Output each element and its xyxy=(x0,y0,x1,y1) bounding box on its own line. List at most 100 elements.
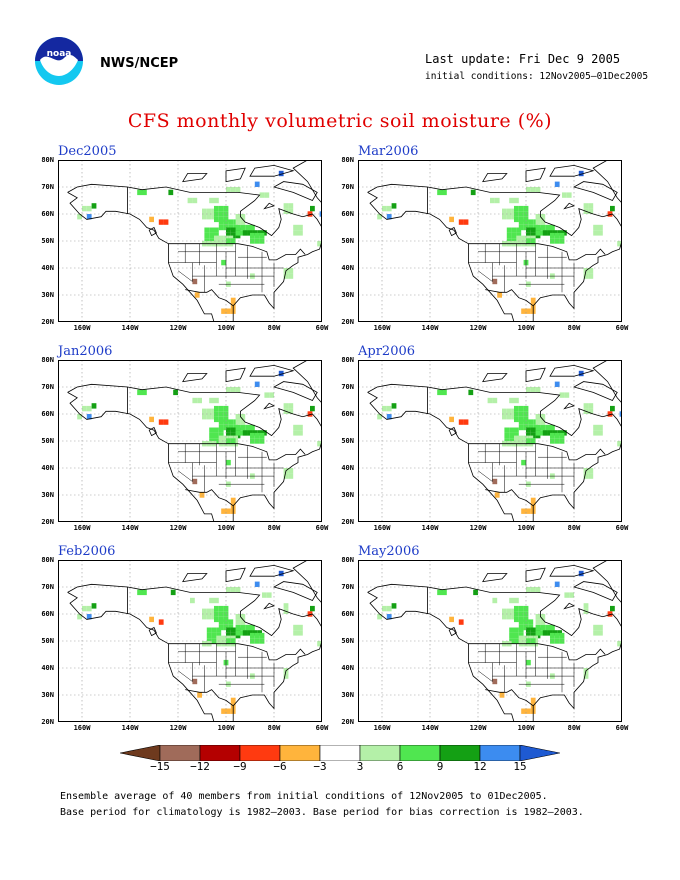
x-tick-label: 80W xyxy=(267,724,281,732)
y-tick-label: 50N xyxy=(341,237,354,245)
x-tick-label: 160W xyxy=(373,324,391,332)
x-tick-label: 80W xyxy=(267,324,281,332)
x-tick-label: 80W xyxy=(567,524,581,532)
colorbar-label: −12 xyxy=(190,760,210,773)
y-tick-label: 40N xyxy=(341,464,354,472)
x-tick-label: 140W xyxy=(121,524,139,532)
x-tick-label: 120W xyxy=(169,324,187,332)
colorbar-swatch xyxy=(239,745,281,761)
grid-lines xyxy=(58,160,322,322)
y-tick-label: 60N xyxy=(41,210,54,218)
footer-note-ensemble: Ensemble average of 40 members from init… xyxy=(60,791,548,802)
colorbar-swatch xyxy=(479,745,521,761)
colorbar-swatch xyxy=(199,745,241,761)
map-panel-jan2006: Jan2006 80N 70N 60N 50N 40N 30N 20N 160W 140W 120… xyxy=(41,344,328,532)
colorbar-label: 12 xyxy=(473,760,487,773)
panel-title: Dec2005 xyxy=(58,144,117,159)
colorbar-swatch xyxy=(399,745,441,761)
x-tick-label: 80W xyxy=(567,724,581,732)
panel-title: Feb2006 xyxy=(58,544,116,559)
colorbar-swatch xyxy=(319,745,361,761)
map-panel-apr2006: Apr2006 80N 70N 60N 50N 40N 30N 20N 160W 140W 120… xyxy=(341,344,628,532)
panel-title: Jan2006 xyxy=(58,344,113,359)
soil-moisture-map xyxy=(358,360,622,522)
x-tick-label: 60W xyxy=(315,524,329,532)
y-tick-label: 50N xyxy=(341,637,354,645)
y-tick-label: 60N xyxy=(341,610,354,618)
x-tick-label: 140W xyxy=(121,724,139,732)
y-tick-label: 40N xyxy=(41,464,54,472)
page-title: CFS monthly volumetric soil moisture (%) xyxy=(127,110,553,132)
y-tick-label: 20N xyxy=(341,518,354,526)
x-tick-label: 60W xyxy=(615,324,629,332)
colorbar-label: −15 xyxy=(150,760,170,773)
state-borders xyxy=(168,643,284,693)
x-tick-label: 80W xyxy=(567,324,581,332)
svg-text:noaa: noaa xyxy=(47,49,72,59)
colorbar xyxy=(120,745,560,761)
colorbar-label: −6 xyxy=(273,760,287,773)
y-tick-label: 70N xyxy=(41,383,54,391)
x-tick-label: 60W xyxy=(615,524,629,532)
state-borders xyxy=(468,243,584,293)
coastline xyxy=(67,560,322,722)
y-tick-label: 60N xyxy=(41,610,54,618)
x-tick-label: 120W xyxy=(469,724,487,732)
y-tick-label: 30N xyxy=(341,691,354,699)
x-tick-label: 160W xyxy=(373,724,391,732)
colorbar-label: −3 xyxy=(313,760,327,773)
y-tick-label: 20N xyxy=(41,318,54,326)
y-tick-label: 50N xyxy=(41,637,54,645)
colorbar-swatch xyxy=(359,745,401,761)
x-tick-label: 140W xyxy=(121,324,139,332)
x-tick-label: 60W xyxy=(315,324,329,332)
x-tick-label: 140W xyxy=(421,524,439,532)
y-tick-label: 30N xyxy=(41,291,54,299)
coastline xyxy=(67,160,322,322)
x-tick-label: 120W xyxy=(469,324,487,332)
y-tick-label: 70N xyxy=(41,583,54,591)
panel-title: Mar2006 xyxy=(358,144,419,159)
y-tick-label: 30N xyxy=(41,691,54,699)
soil-moisture-map xyxy=(58,160,322,322)
map-panel-mar2006: Mar2006 80N 70N 60N 50N 40N 30N 20N 160W 140W 120… xyxy=(341,144,628,332)
x-tick-label: 100W xyxy=(217,324,235,332)
colorbar-label: 15 xyxy=(513,760,527,773)
y-tick-label: 40N xyxy=(41,264,54,272)
soil-moisture-map xyxy=(358,160,622,322)
colorbar-label: 3 xyxy=(356,760,364,773)
y-tick-label: 50N xyxy=(41,237,54,245)
state-borders xyxy=(168,243,284,293)
map-panel-dec2005: Dec2005 80N 70N 60N 50N 40N 30N 20N 160W 140W 120… xyxy=(41,144,328,332)
state-borders xyxy=(468,443,584,493)
y-tick-label: 80N xyxy=(341,356,354,364)
x-tick-label: 120W xyxy=(469,524,487,532)
y-tick-label: 20N xyxy=(341,318,354,326)
x-tick-label: 100W xyxy=(217,724,235,732)
y-tick-label: 80N xyxy=(41,356,54,364)
x-tick-label: 140W xyxy=(421,724,439,732)
last-update: Last update: Fri Dec 9 2005 xyxy=(425,52,621,66)
y-tick-label: 80N xyxy=(41,556,54,564)
y-tick-label: 80N xyxy=(341,556,354,564)
x-tick-label: 160W xyxy=(73,524,91,532)
y-tick-label: 40N xyxy=(41,664,54,672)
coastline xyxy=(367,160,622,322)
colorbar-swatch xyxy=(439,745,481,761)
colorbar-label: 9 xyxy=(436,760,444,773)
coastline xyxy=(367,560,622,722)
y-tick-label: 20N xyxy=(41,718,54,726)
y-tick-label: 70N xyxy=(341,383,354,391)
coastline xyxy=(367,360,622,522)
y-tick-label: 60N xyxy=(341,410,354,418)
y-tick-label: 60N xyxy=(41,410,54,418)
x-tick-label: 100W xyxy=(517,724,535,732)
x-tick-label: 160W xyxy=(73,724,91,732)
y-tick-label: 70N xyxy=(41,183,54,191)
colorbar-label: −9 xyxy=(233,760,247,773)
y-tick-label: 70N xyxy=(341,583,354,591)
state-borders xyxy=(468,643,584,693)
noaa-logo: noaa xyxy=(35,37,83,85)
soil-moisture-map xyxy=(58,560,322,722)
y-tick-label: 20N xyxy=(41,518,54,526)
